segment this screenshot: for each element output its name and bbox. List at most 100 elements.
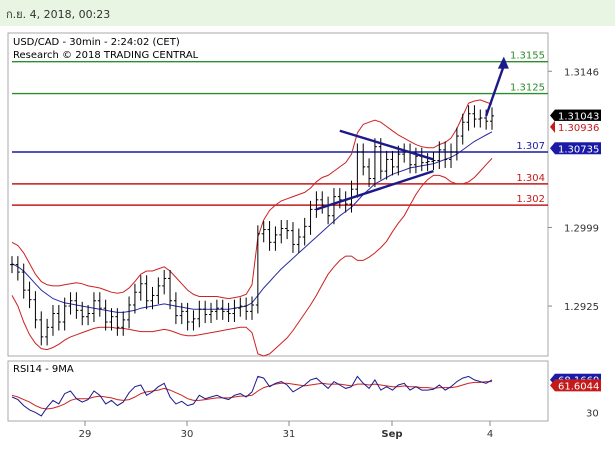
level-label-1: 1.3125 (510, 83, 545, 94)
price-bar-8 (56, 305, 61, 331)
price-bar-59 (355, 143, 360, 198)
price-bar-42 (255, 225, 260, 314)
x-tick-label-4: 4 (487, 429, 493, 440)
price-bar-63 (378, 138, 383, 180)
price-bar-78 (466, 105, 471, 131)
price-bar-53 (320, 191, 325, 214)
price-tag-pointer-2 (550, 142, 555, 155)
y-tick-label-0: 1.3146 (564, 67, 599, 78)
price-bar-25 (156, 277, 161, 304)
level-lines: 1.3155 1.3125 1.307 1.304 1.302 (12, 49, 548, 206)
price-bar-58 (349, 180, 354, 213)
price-bar-50 (302, 217, 307, 246)
rsi-ma-line (11, 381, 492, 410)
price-series (10, 105, 494, 346)
price-bar-51 (308, 200, 313, 235)
price-bar-71 (425, 153, 430, 172)
price-bar-74 (443, 141, 448, 168)
price-bar-16 (103, 299, 108, 331)
x-tick-label-3: Sep (381, 429, 402, 440)
price-bar-75 (449, 143, 454, 168)
level-label-bg-3 (508, 171, 546, 183)
price-bar-76 (454, 127, 459, 161)
price-bar-24 (150, 286, 155, 310)
bollinger-lower-line (11, 158, 493, 357)
price-bar-46 (279, 220, 284, 244)
price-bar-77 (460, 113, 465, 145)
rsi-plot-area (7, 360, 549, 422)
bollinger-upper-line (11, 99, 493, 300)
price-bar-30 (185, 302, 190, 331)
price-bar-35 (214, 299, 219, 320)
date-time-bar: ก.ย. 4, 2018, 00:23 (0, 0, 615, 26)
rsi-tag-pointer-1 (550, 379, 555, 392)
level-label-bg-0 (508, 49, 546, 61)
rsi-tick-label-2: 30 (586, 408, 599, 419)
price-bar-62 (372, 138, 377, 188)
rsi-label: RSI14 - 9MA (13, 364, 74, 375)
price-bar-13 (86, 305, 91, 326)
price-bar-28 (173, 292, 178, 325)
price-bar-29 (179, 302, 184, 325)
price-bar-40 (244, 297, 249, 320)
date-time-label: ก.ย. 4, 2018, 00:23 (6, 8, 111, 21)
price-bar-52 (314, 191, 319, 218)
x-tick-label-0: 29 (79, 429, 92, 440)
price-tag-bg-2 (555, 142, 601, 155)
level-label-bg-4 (508, 193, 546, 205)
price-bar-34 (209, 302, 214, 324)
price-bar-60 (361, 143, 366, 176)
main-plot-area (7, 32, 549, 357)
triangle-pattern (316, 56, 509, 211)
price-bar-45 (273, 226, 278, 251)
price-bar-2 (21, 263, 26, 299)
chart-subtitle: Research © 2018 TRADING CENTRAL (13, 50, 199, 61)
rsi-tag-bg-1 (555, 379, 601, 392)
price-bar-1 (15, 256, 20, 281)
rsi-line (11, 375, 493, 417)
price-tag-bg-0 (555, 109, 601, 122)
price-bar-66 (396, 145, 401, 176)
price-bar-73 (437, 141, 442, 169)
price-bar-80 (478, 109, 483, 128)
price-tag-pointer-1 (550, 120, 555, 133)
level-label-2: 1.307 (516, 141, 545, 152)
price-bar-49 (296, 228, 301, 253)
x-tick-label-2: 31 (283, 429, 296, 440)
price-bar-5 (39, 311, 44, 346)
level-label-3: 1.304 (516, 173, 545, 184)
price-bar-19 (121, 311, 126, 336)
price-bar-20 (127, 296, 132, 329)
y-tick-label-2: 1.2925 (564, 302, 599, 313)
level-label-4: 1.302 (516, 194, 545, 205)
price-bar-33 (203, 300, 208, 324)
price-bar-44 (267, 221, 272, 251)
level-label-bg-2 (508, 140, 546, 151)
projection-arrow-line (485, 65, 505, 117)
price-bar-39 (238, 297, 243, 317)
chart-title: USD/CAD - 30min - 2:24:02 (CET) (13, 37, 180, 48)
price-bar-10 (68, 292, 73, 315)
price-bar-4 (33, 291, 38, 329)
projection-arrow-head (497, 56, 509, 69)
price-bar-9 (62, 297, 67, 331)
price-bar-6 (45, 318, 50, 346)
triangle-upper-line (339, 129, 434, 161)
price-bar-47 (285, 220, 290, 240)
price-bar-36 (220, 299, 225, 320)
price-bar-72 (431, 152, 436, 171)
x-axis: 29 30 31 Sep 4 (79, 421, 493, 440)
price-tag-label-0: 1.31043 (558, 112, 599, 123)
price-tag-pointer-0 (550, 109, 555, 122)
price-bar-38 (232, 299, 237, 322)
triangle-lower-line (316, 169, 434, 211)
price-tag-bg-1 (555, 120, 601, 133)
price-bar-27 (168, 269, 173, 310)
price-bar-18 (115, 308, 120, 336)
price-bar-15 (97, 292, 102, 317)
price-bar-64 (384, 150, 389, 180)
y-tick-label-1: 1.2999 (564, 223, 599, 234)
